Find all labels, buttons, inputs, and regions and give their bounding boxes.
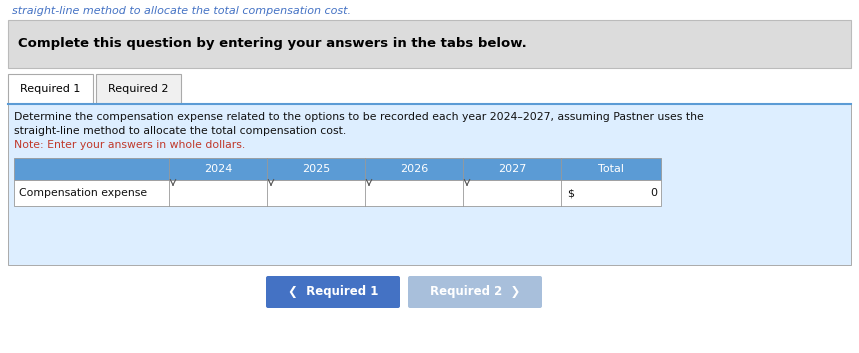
Bar: [96, 74, 181, 104]
Bar: [8, 20, 851, 68]
Text: Complete this question by entering your answers in the tabs below.: Complete this question by entering your …: [18, 37, 527, 50]
Text: straight-line method to allocate the total compensation cost.: straight-line method to allocate the tot…: [14, 126, 346, 136]
Text: Compensation expense: Compensation expense: [19, 188, 147, 198]
Text: Note: Enter your answers in whole dollars.: Note: Enter your answers in whole dollar…: [14, 140, 246, 150]
Text: ❮  Required 1: ❮ Required 1: [288, 286, 378, 299]
Text: 2025: 2025: [302, 164, 330, 174]
Bar: [8, 74, 93, 104]
Bar: [14, 180, 661, 206]
Text: straight-line method to allocate the total compensation cost.: straight-line method to allocate the tot…: [12, 6, 351, 16]
Text: Determine the compensation expense related to the options to be recorded each ye: Determine the compensation expense relat…: [14, 112, 704, 122]
Text: $: $: [567, 188, 574, 198]
Text: Required 2: Required 2: [108, 84, 168, 94]
Text: 2024: 2024: [204, 164, 232, 174]
FancyBboxPatch shape: [266, 276, 400, 308]
Text: Required 2  ❯: Required 2 ❯: [430, 286, 521, 299]
Text: 2026: 2026: [400, 164, 428, 174]
Text: Required 1: Required 1: [21, 84, 81, 94]
Text: 2027: 2027: [498, 164, 527, 174]
Text: 0: 0: [650, 188, 657, 198]
Bar: [14, 158, 661, 180]
Text: Total: Total: [598, 164, 624, 174]
Bar: [8, 104, 851, 265]
FancyBboxPatch shape: [408, 276, 542, 308]
